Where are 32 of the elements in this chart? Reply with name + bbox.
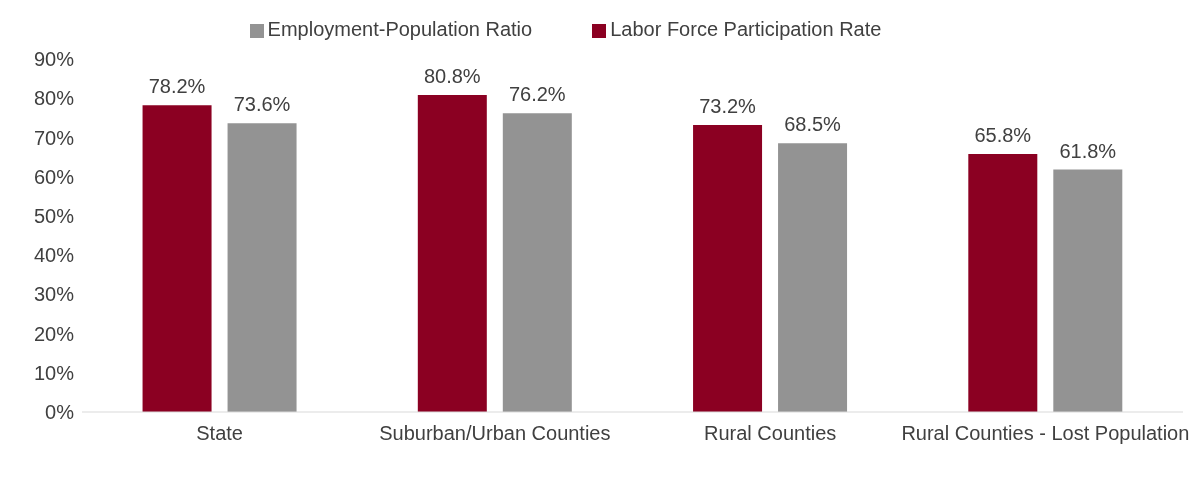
y-tick-label: 0% <box>45 401 75 424</box>
y-tick-label: 60% <box>33 165 75 188</box>
y-tick-label: 80% <box>33 87 75 110</box>
y-tick-label: 40% <box>33 244 75 267</box>
data-label: 80.8% <box>423 65 481 88</box>
legend-label: Labor Force Participation Rate <box>610 18 882 40</box>
y-tick-label: 20% <box>33 322 75 345</box>
data-label: 73.6% <box>233 93 291 116</box>
data-label: 61.8% <box>1059 139 1117 162</box>
bar <box>502 113 572 412</box>
y-tick-label: 90% <box>33 48 75 71</box>
y-tick-label: 50% <box>33 204 75 227</box>
x-tick-label: Rural Counties <box>703 422 837 445</box>
legend-label: Employment-Population Ratio <box>267 18 533 40</box>
y-tick-label: 70% <box>33 126 75 149</box>
data-label: 65.8% <box>974 123 1032 146</box>
y-tick-label: 10% <box>33 361 75 384</box>
y-tick-label: 30% <box>33 283 75 306</box>
x-tick-label: State <box>196 422 243 445</box>
bar <box>968 153 1038 412</box>
data-label: 73.2% <box>699 94 757 117</box>
bar <box>142 105 212 412</box>
x-tick-label: Suburban/Urban Counties <box>379 422 611 445</box>
bar <box>227 123 297 412</box>
x-tick-label: Rural Counties - Lost Population <box>901 422 1190 445</box>
bar <box>778 143 848 412</box>
bar <box>1053 169 1123 412</box>
bar <box>417 95 487 412</box>
bar <box>693 124 763 412</box>
data-label: 76.2% <box>508 83 566 106</box>
data-label: 68.5% <box>784 113 842 136</box>
data-label: 78.2% <box>148 75 206 98</box>
